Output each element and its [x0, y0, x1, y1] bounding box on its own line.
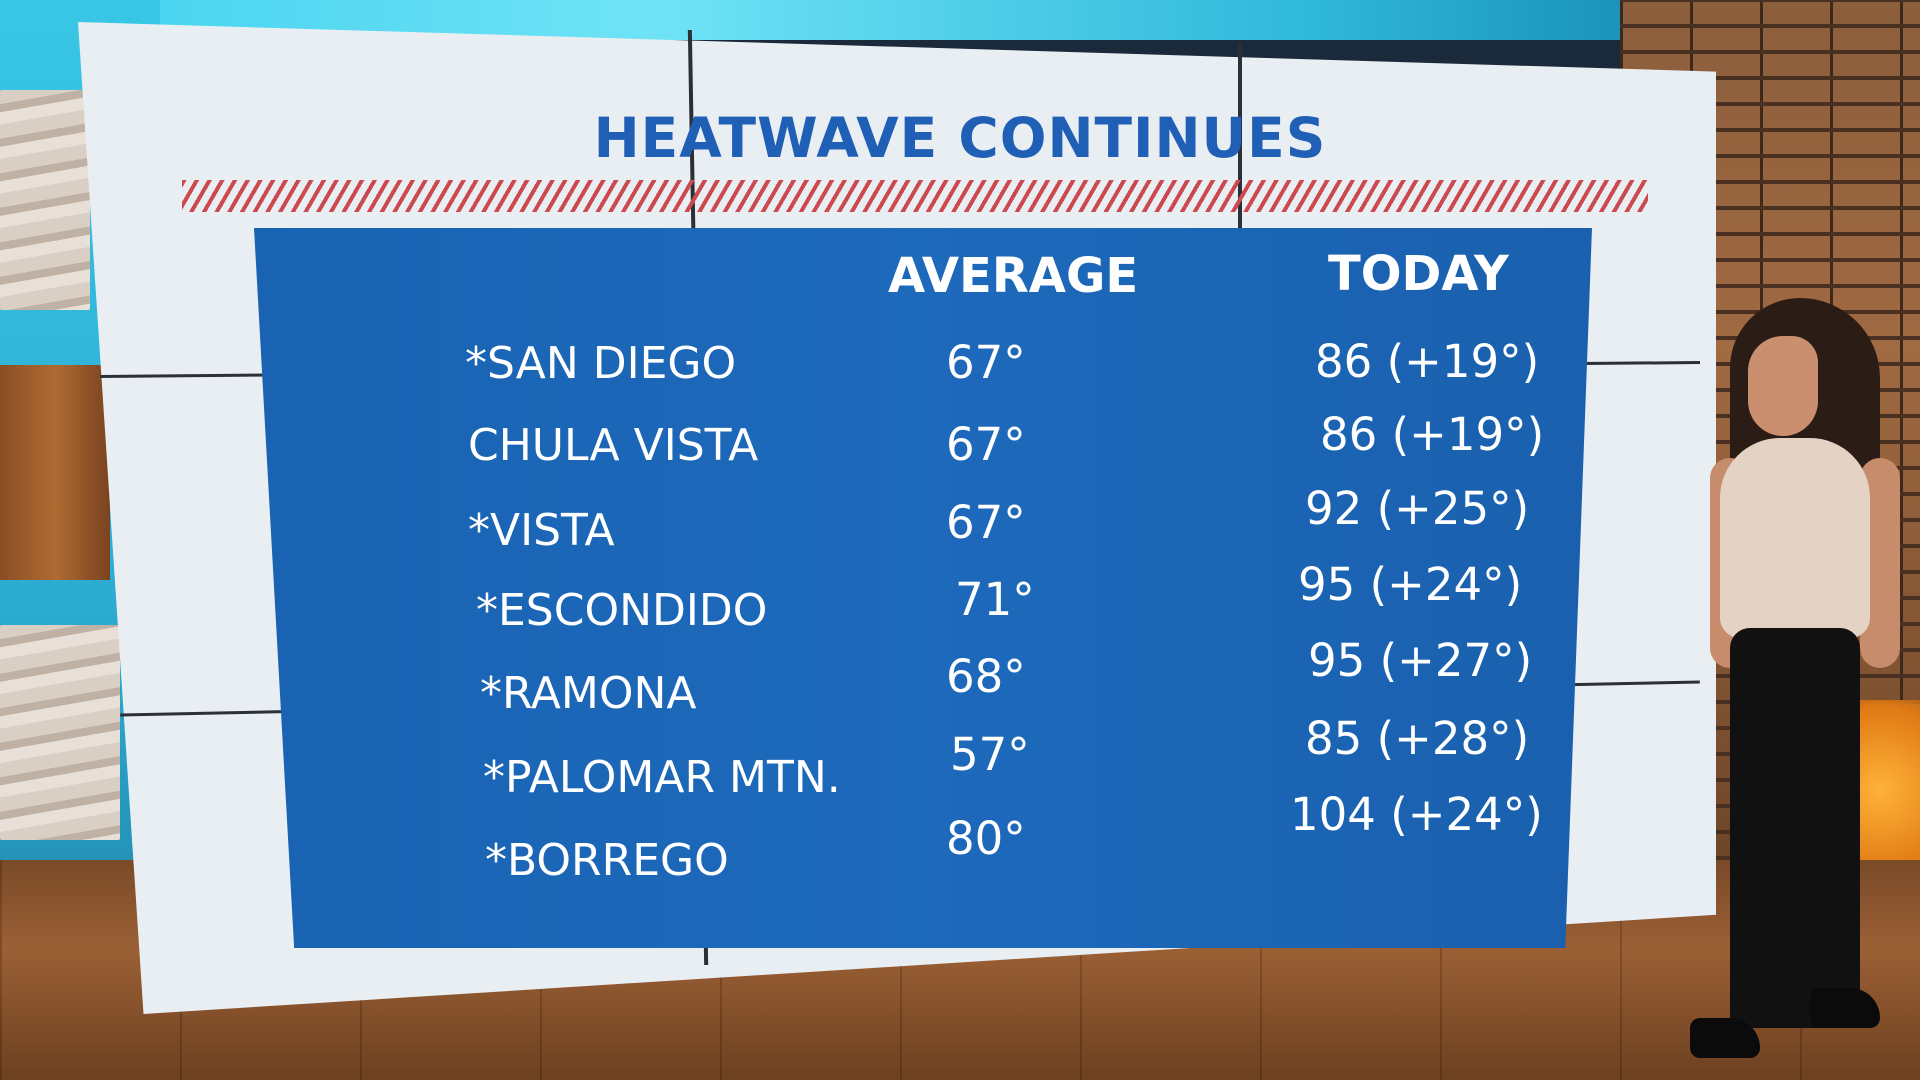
temperature-table	[254, 228, 1592, 948]
presenter-top	[1720, 438, 1870, 638]
city-name: *SAN DIEGO	[465, 338, 737, 389]
presenter	[1690, 298, 1920, 1080]
today-temp: 104 (+24°)	[1290, 788, 1543, 841]
today-temp: 86 (+19°)	[1320, 408, 1545, 461]
average-temp: 71°	[955, 573, 1035, 626]
presenter-pants	[1730, 628, 1860, 1028]
average-temp: 57°	[950, 728, 1030, 781]
city-name: CHULA VISTA	[468, 420, 759, 471]
column-header-today: TODAY	[1328, 246, 1509, 302]
city-name: *VISTA	[468, 505, 615, 556]
presenter-shoe-right	[1810, 988, 1880, 1028]
today-temp: 95 (+24°)	[1298, 558, 1523, 611]
city-name: *RAMONA	[480, 668, 697, 719]
city-name: *ESCONDIDO	[476, 585, 768, 636]
average-temp: 80°	[946, 812, 1026, 865]
today-temp: 86 (+19°)	[1315, 335, 1540, 388]
average-temp: 67°	[946, 496, 1026, 549]
today-temp: 95 (+27°)	[1308, 634, 1533, 687]
column-header-average: AVERAGE	[888, 248, 1139, 304]
wave-panel-top	[0, 90, 90, 310]
average-temp: 67°	[946, 418, 1026, 471]
today-temp: 85 (+28°)	[1305, 712, 1530, 765]
presenter-face	[1748, 336, 1818, 436]
graphic-title: HEATWAVE CONTINUES	[593, 106, 1327, 170]
average-temp: 67°	[946, 336, 1026, 389]
city-name: *BORREGO	[485, 835, 729, 886]
today-temp: 92 (+25°)	[1305, 482, 1530, 535]
wave-panel-bottom	[0, 625, 120, 840]
average-temp: 68°	[946, 650, 1026, 703]
wood-panel	[0, 365, 110, 580]
presenter-shoe-left	[1690, 1018, 1760, 1058]
city-name: *PALOMAR MTN.	[483, 752, 841, 803]
red-hatch-divider	[182, 180, 1648, 212]
